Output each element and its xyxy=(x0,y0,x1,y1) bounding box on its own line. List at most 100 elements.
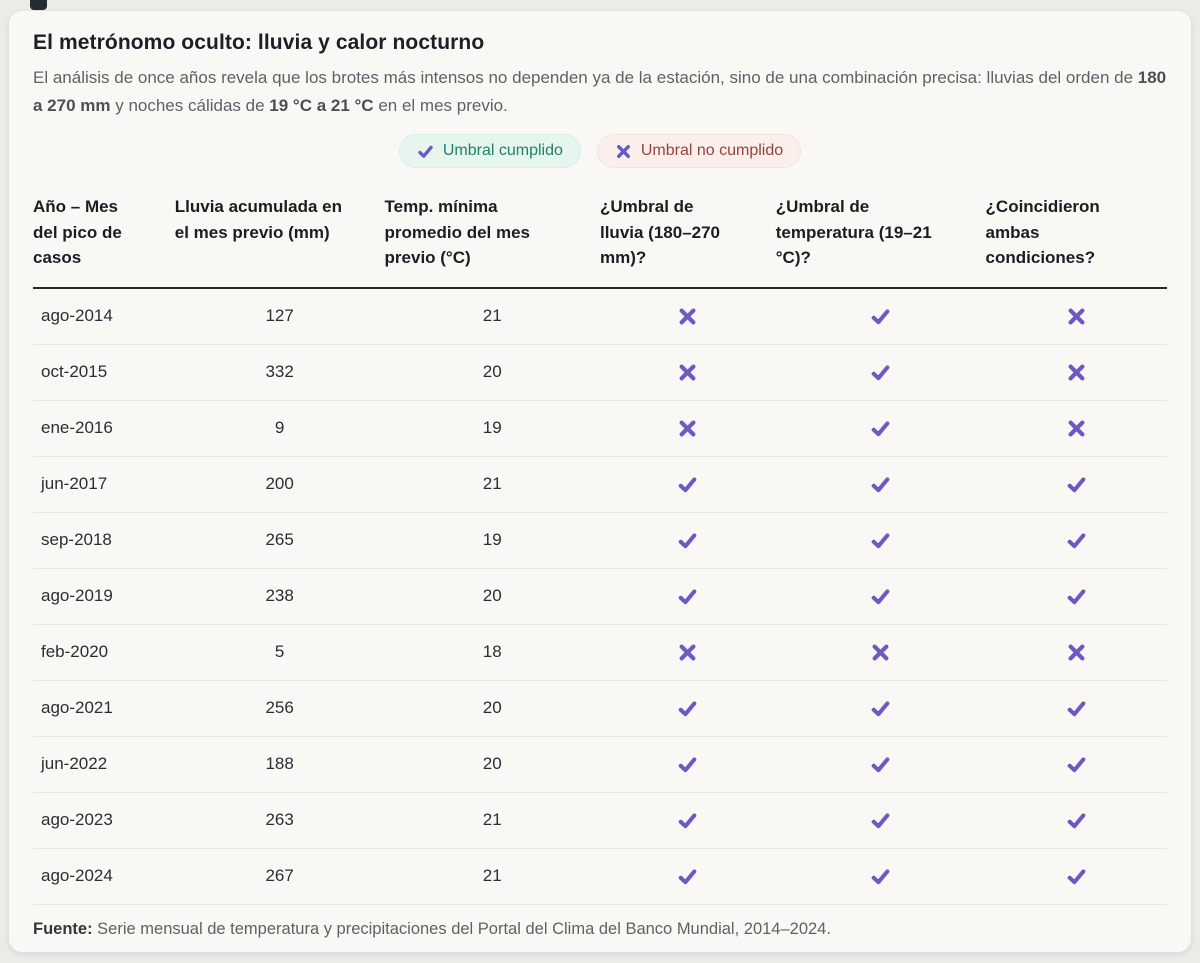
cell-period: ago-2023 xyxy=(33,792,175,849)
cell-temp-threshold xyxy=(775,736,986,793)
cell-rain-mm: 256 xyxy=(174,680,385,737)
cell-rain-mm: 200 xyxy=(174,456,385,513)
page-title: El metrónomo oculto: lluvia y calor noct… xyxy=(33,31,485,54)
table-row: jun-2017 200 21 xyxy=(33,456,1167,513)
cell-rain-mm: 267 xyxy=(174,848,385,905)
table-header: Año – Mes del pico de casos Lluvia acumu… xyxy=(33,186,1167,289)
cell-temp-c: 21 xyxy=(384,792,600,849)
col-header-rain: Lluvia acumulada en el mes previo (mm) xyxy=(174,186,385,289)
cell-temp-threshold xyxy=(775,456,986,513)
source-label: Fuente: xyxy=(33,919,93,938)
subtitle-text: El análisis de once años revela que los … xyxy=(33,68,1138,87)
table-row: ago-2014 127 21 xyxy=(33,287,1167,345)
cell-both-threshold xyxy=(985,344,1167,401)
check-icon xyxy=(1066,530,1087,551)
cell-period: sep-2018 xyxy=(33,512,175,569)
cell-rain-threshold xyxy=(599,512,776,569)
check-icon xyxy=(870,866,891,887)
cell-period: feb-2020 xyxy=(33,624,175,681)
cell-temp-threshold xyxy=(775,568,986,625)
legend: Umbral cumplido Umbral no cumplido xyxy=(33,134,1167,169)
cell-both-threshold xyxy=(985,512,1167,569)
cell-temp-threshold xyxy=(775,512,986,569)
source-note: Fuente: Serie mensual de temperatura y p… xyxy=(33,905,1167,957)
table-row: ene-2016 9 19 xyxy=(33,400,1167,457)
cell-temp-c: 18 xyxy=(384,624,600,681)
check-icon xyxy=(870,530,891,551)
table-row: jun-2022 188 20 xyxy=(33,736,1167,793)
check-icon xyxy=(870,362,891,383)
check-icon xyxy=(1066,474,1087,495)
table-row: oct-2015 332 20 xyxy=(33,344,1167,401)
cell-rain-threshold xyxy=(599,344,776,401)
check-icon xyxy=(677,698,698,719)
x-icon xyxy=(1066,642,1087,663)
cell-rain-mm: 127 xyxy=(174,287,385,345)
cell-temp-c: 21 xyxy=(384,848,600,905)
cell-temp-threshold xyxy=(775,680,986,737)
check-icon xyxy=(677,530,698,551)
cell-rain-threshold xyxy=(599,456,776,513)
check-icon xyxy=(1066,866,1087,887)
cell-both-threshold xyxy=(985,456,1167,513)
cell-period: oct-2015 xyxy=(33,344,175,401)
x-icon xyxy=(1066,306,1087,327)
check-icon xyxy=(870,586,891,607)
cell-both-threshold xyxy=(985,792,1167,849)
check-icon xyxy=(870,418,891,439)
cell-temp-threshold xyxy=(775,400,986,457)
check-icon xyxy=(870,810,891,831)
cell-both-threshold xyxy=(985,400,1167,457)
cell-temp-threshold xyxy=(775,344,986,401)
table-row: ago-2023 263 21 xyxy=(33,792,1167,849)
cell-rain-mm: 263 xyxy=(174,792,385,849)
cell-both-threshold xyxy=(985,848,1167,905)
subtitle-bold-temp: 19 °C a 21 °C xyxy=(269,95,374,115)
x-icon xyxy=(1066,418,1087,439)
check-icon xyxy=(870,698,891,719)
cell-period: jun-2022 xyxy=(33,736,175,793)
x-icon xyxy=(677,362,698,383)
cell-period: ene-2016 xyxy=(33,400,175,457)
table-row: feb-2020 5 18 xyxy=(33,624,1167,681)
cell-both-threshold xyxy=(985,624,1167,681)
cell-rain-threshold xyxy=(599,624,776,681)
page-subtitle: El análisis de once años revela que los … xyxy=(33,64,1167,119)
table-row: ago-2024 267 21 xyxy=(33,848,1167,905)
x-icon xyxy=(870,642,891,663)
subtitle-text: y noches cálidas de xyxy=(110,95,270,115)
cell-period: ago-2019 xyxy=(33,568,175,625)
table-row: sep-2018 265 19 xyxy=(33,512,1167,569)
legend-badge-met: Umbral cumplido xyxy=(398,134,581,169)
x-icon xyxy=(677,418,698,439)
table-card: El metrónomo oculto: lluvia y calor noct… xyxy=(8,10,1192,953)
check-icon xyxy=(677,754,698,775)
cell-period: jun-2017 xyxy=(33,456,175,513)
cell-rain-threshold xyxy=(599,792,776,849)
cell-temp-c: 19 xyxy=(384,400,600,457)
col-header-rain-threshold: ¿Umbral de lluvia (180–270 mm)? xyxy=(599,186,776,289)
cell-temp-c: 20 xyxy=(384,680,600,737)
legend-badge-not-met: Umbral no cumplido xyxy=(596,134,802,169)
cell-rain-mm: 188 xyxy=(174,736,385,793)
cell-temp-threshold xyxy=(775,792,986,849)
subtitle-bold-rain: 180 a 270 mm xyxy=(33,68,1167,115)
cell-temp-threshold xyxy=(775,848,986,905)
check-icon xyxy=(677,474,698,495)
check-icon xyxy=(417,143,434,160)
cell-temp-c: 21 xyxy=(384,456,600,513)
x-icon xyxy=(1066,362,1087,383)
check-icon xyxy=(1066,586,1087,607)
subtitle-text: en el mes previo. xyxy=(373,95,508,115)
col-header-temp: Temp. mínima promedio del mes previo (°C… xyxy=(384,186,600,289)
table-body: ago-2014 127 21 oct-2015 332 20 ene-2016 9 19 jun… xyxy=(33,287,1167,905)
cell-rain-threshold xyxy=(599,287,776,345)
check-icon xyxy=(677,586,698,607)
legend-badge-not-met-label: Umbral no cumplido xyxy=(640,142,784,160)
check-icon xyxy=(1066,754,1087,775)
cell-both-threshold xyxy=(985,287,1167,345)
cell-temp-threshold xyxy=(775,287,986,345)
cell-temp-c: 19 xyxy=(384,512,600,569)
cell-temp-threshold xyxy=(775,624,986,681)
table-row: ago-2019 238 20 xyxy=(33,568,1167,625)
